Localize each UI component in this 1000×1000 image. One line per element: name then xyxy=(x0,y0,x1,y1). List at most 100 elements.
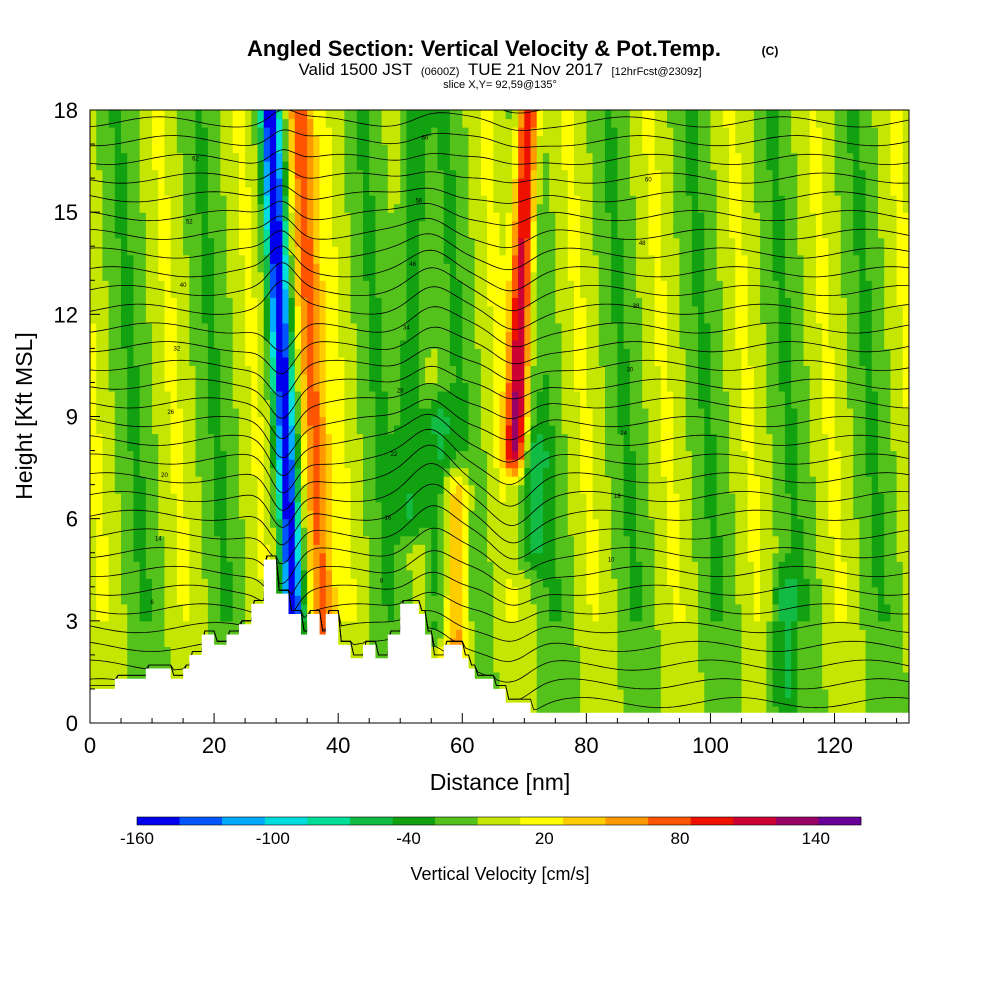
velocity-cell xyxy=(803,646,811,656)
velocity-cell xyxy=(381,433,389,443)
velocity-cell xyxy=(121,527,128,537)
velocity-cell xyxy=(96,544,103,554)
velocity-cell xyxy=(753,578,761,588)
velocity-cell xyxy=(394,510,401,520)
velocity-cell xyxy=(722,510,730,520)
velocity-cell xyxy=(108,425,116,435)
velocity-cell xyxy=(859,646,867,656)
velocity-cell xyxy=(902,612,909,622)
velocity-cell xyxy=(176,484,184,494)
velocity-cell xyxy=(815,561,823,571)
velocity-cell xyxy=(331,416,339,426)
velocity-cell xyxy=(573,629,581,639)
velocity-cell xyxy=(846,637,854,647)
velocity-cell xyxy=(784,569,792,579)
velocity-cell xyxy=(846,493,854,503)
velocity-cell xyxy=(462,595,470,605)
velocity-cell xyxy=(735,510,743,520)
velocity-cell xyxy=(387,459,395,469)
velocity-cell xyxy=(437,561,445,571)
velocity-cell xyxy=(238,493,246,503)
velocity-cell xyxy=(561,663,569,673)
velocity-cell xyxy=(679,612,687,622)
velocity-cell xyxy=(778,467,786,477)
velocity-cell xyxy=(642,629,649,639)
velocity-cell xyxy=(400,535,408,545)
velocity-cell xyxy=(108,459,116,469)
velocity-cell xyxy=(158,552,166,562)
velocity-cell xyxy=(195,501,203,511)
velocity-cell xyxy=(884,663,891,673)
velocity-cell xyxy=(871,620,879,630)
velocity-cell xyxy=(598,493,606,503)
velocity-cell xyxy=(729,518,736,528)
velocity-cell xyxy=(183,578,190,588)
velocity-cell xyxy=(846,433,854,443)
velocity-cell xyxy=(636,544,643,554)
velocity-cell xyxy=(487,467,494,477)
velocity-cell xyxy=(96,671,103,682)
velocity-cell xyxy=(133,561,141,571)
velocity-cell xyxy=(722,476,730,486)
velocity-cell xyxy=(108,552,116,562)
velocity-cell xyxy=(772,425,780,435)
velocity-cell xyxy=(877,705,885,716)
velocity-cell xyxy=(840,612,848,622)
velocity-cell xyxy=(425,450,432,460)
velocity-cell xyxy=(164,493,172,503)
velocity-cell xyxy=(96,637,103,647)
velocity-cell xyxy=(511,688,519,699)
velocity-cell xyxy=(487,425,494,435)
velocity-cell xyxy=(604,459,612,469)
velocity-cell xyxy=(698,705,705,716)
velocity-cell xyxy=(121,407,128,418)
velocity-cell xyxy=(753,442,761,452)
velocity-cell xyxy=(102,654,110,664)
velocity-cell xyxy=(698,637,705,647)
velocity-cell xyxy=(300,561,308,571)
velocity-cell xyxy=(642,501,649,511)
velocity-cell xyxy=(604,688,612,699)
velocity-cell xyxy=(691,493,699,503)
velocity-cell xyxy=(431,442,439,452)
velocity-cell xyxy=(573,416,581,426)
velocity-cell xyxy=(716,646,724,656)
velocity-cell xyxy=(865,442,873,452)
velocity-cell xyxy=(108,578,116,588)
velocity-cell xyxy=(902,425,909,435)
velocity-cell xyxy=(114,595,122,605)
velocity-cell xyxy=(238,484,246,494)
velocity-cell xyxy=(474,416,482,426)
velocity-cell xyxy=(145,425,153,435)
velocity-cell xyxy=(127,578,135,588)
velocity-cell xyxy=(890,501,898,511)
velocity-cell xyxy=(636,603,643,613)
velocity-cell xyxy=(145,493,153,503)
velocity-cell xyxy=(667,518,674,528)
velocity-cell xyxy=(573,407,581,418)
velocity-cell xyxy=(394,561,401,571)
velocity-cell xyxy=(90,544,97,554)
velocity-cell xyxy=(542,654,550,664)
velocity-cell xyxy=(840,535,848,545)
velocity-cell xyxy=(375,450,383,460)
velocity-cell xyxy=(877,484,885,494)
velocity-cell xyxy=(747,620,755,630)
velocity-cell xyxy=(226,484,234,494)
velocity-cell xyxy=(121,467,128,477)
velocity-cell xyxy=(524,603,532,613)
velocity-cell xyxy=(474,501,482,511)
velocity-cell xyxy=(418,416,426,426)
velocity-cell xyxy=(133,586,141,596)
velocity-cell xyxy=(698,561,705,571)
velocity-cell xyxy=(611,493,618,503)
velocity-cell xyxy=(573,535,581,545)
velocity-cell xyxy=(573,425,581,435)
velocity-cell xyxy=(474,493,482,503)
velocity-cell xyxy=(710,578,718,588)
velocity-cell xyxy=(133,629,141,639)
velocity-cell xyxy=(493,518,501,528)
velocity-cell xyxy=(418,433,426,443)
velocity-cell xyxy=(642,680,649,690)
velocity-cell xyxy=(127,586,135,596)
